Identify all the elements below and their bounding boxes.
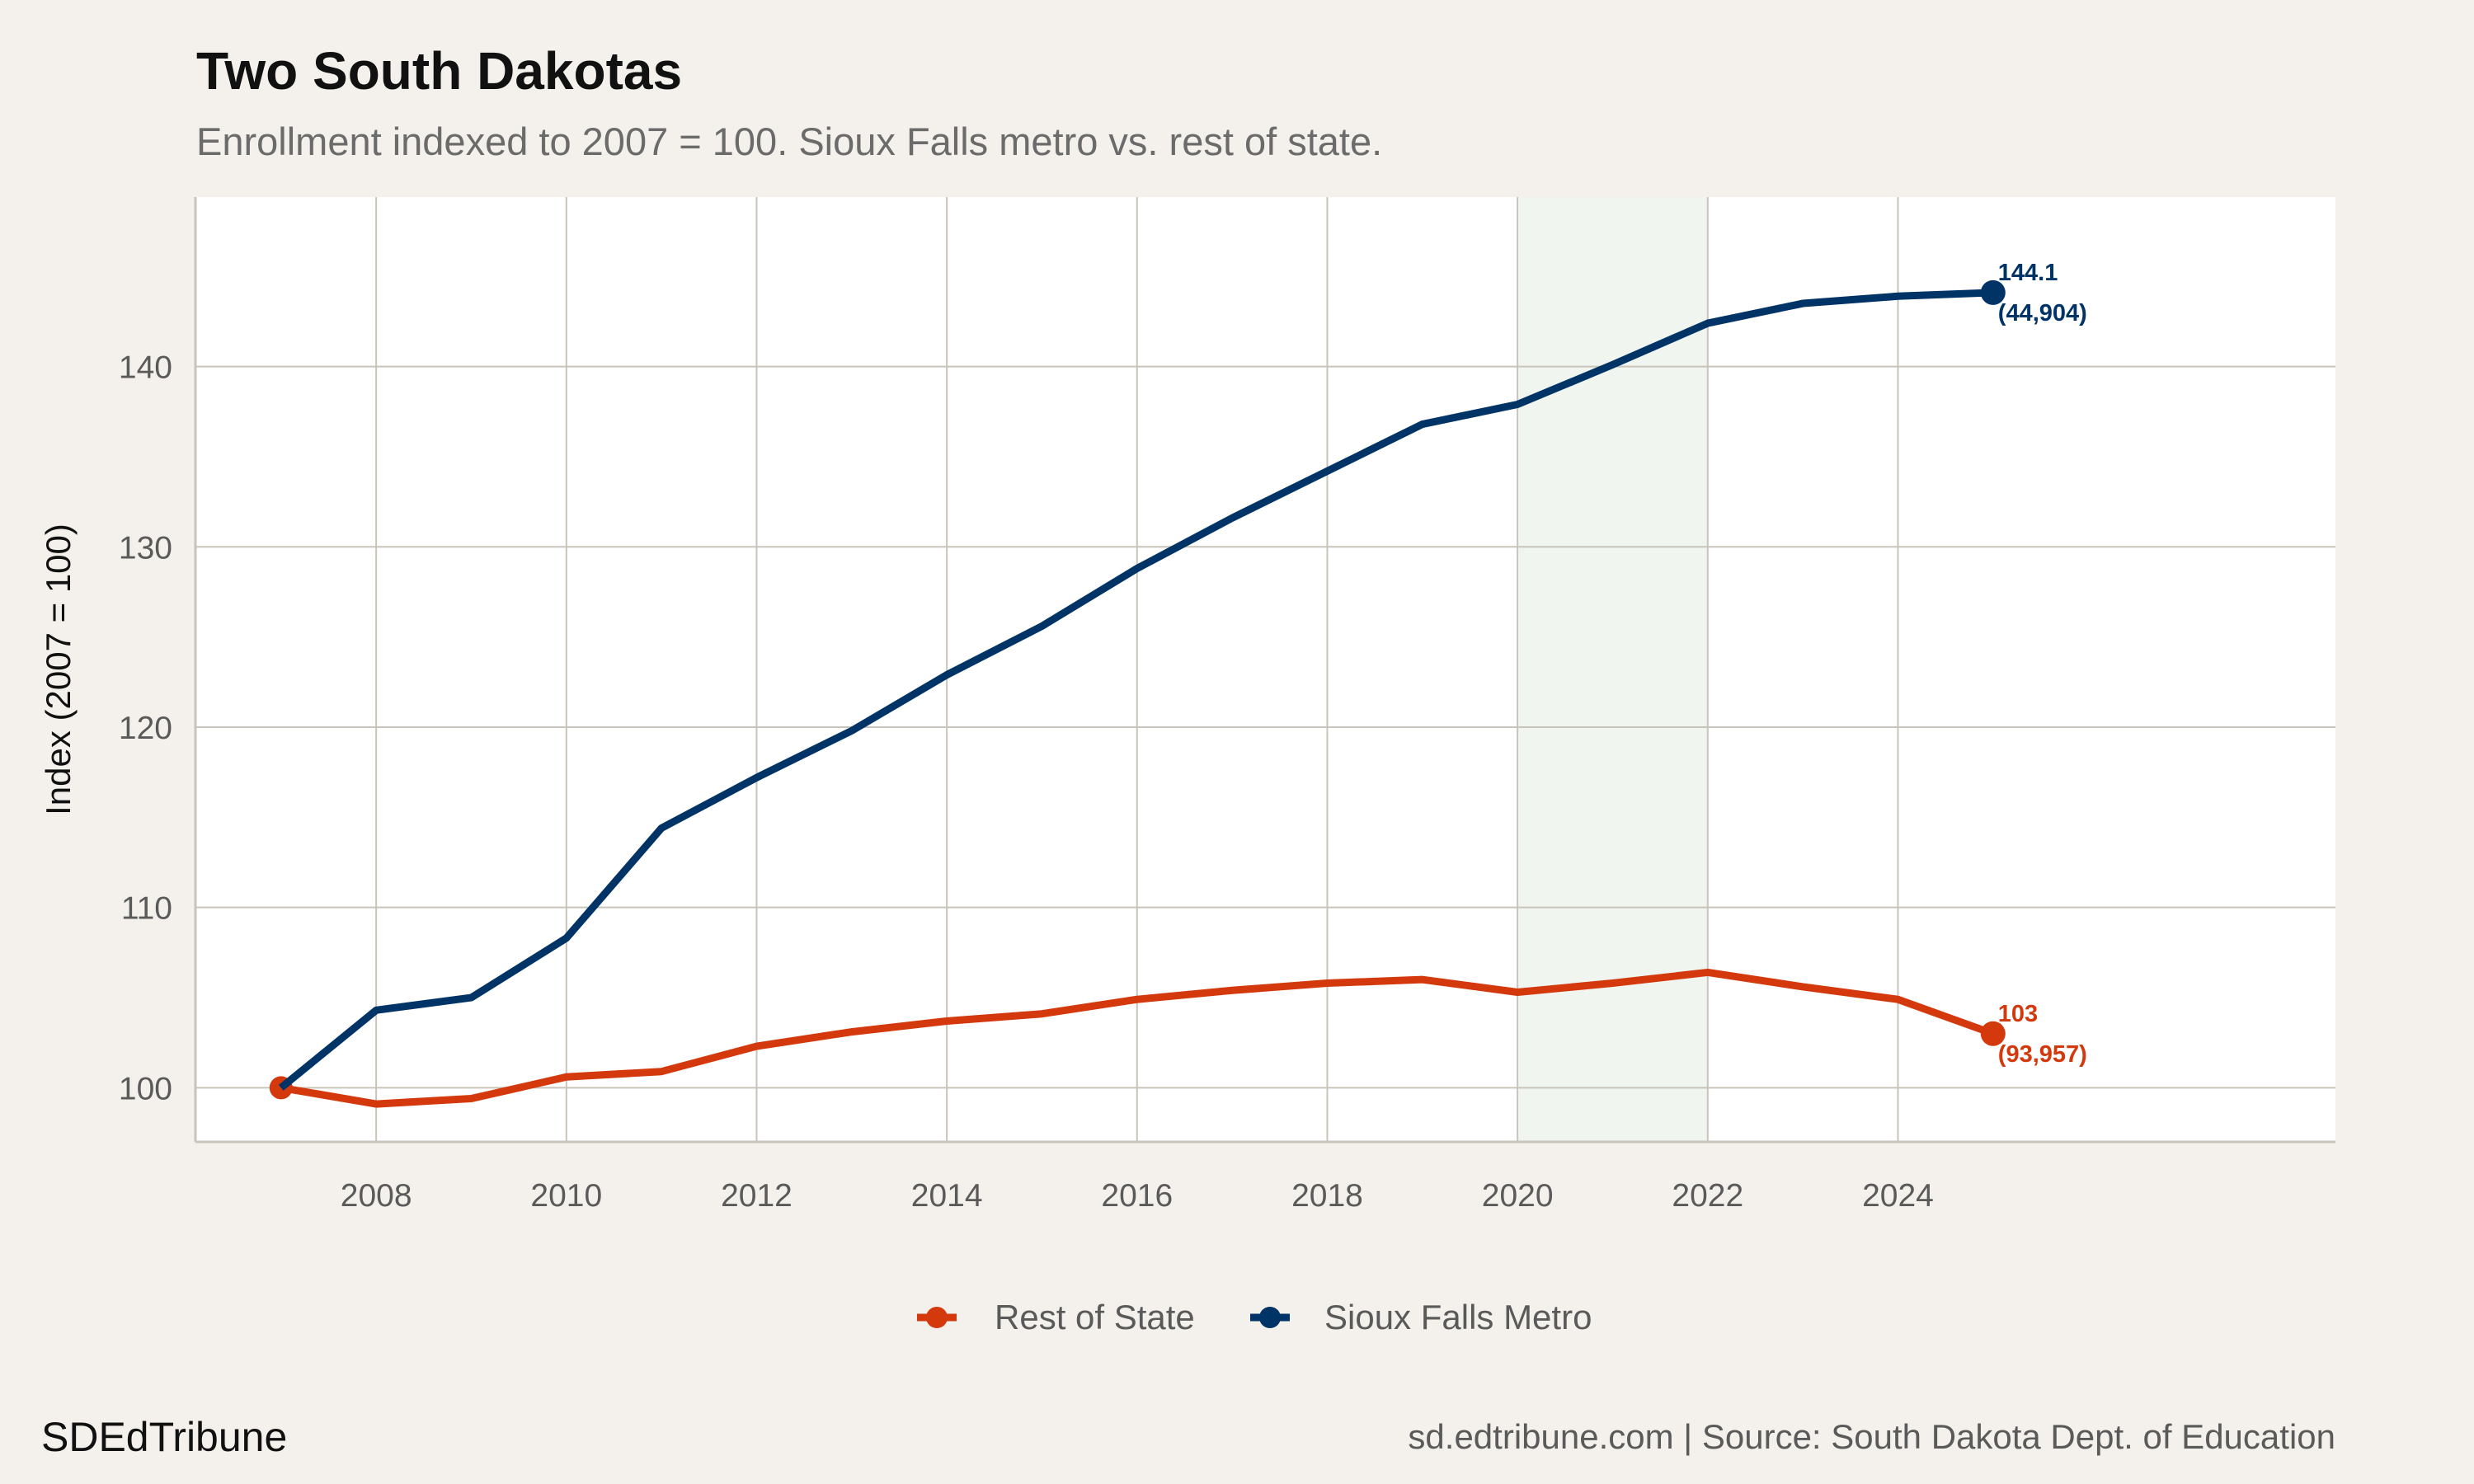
y-tick-label: 140 [119,350,172,386]
x-tick-label: 2008 [341,1178,412,1214]
x-tick-label: 2018 [1291,1178,1363,1214]
x-tick-label: 2020 [1482,1178,1554,1214]
series-lines: 103 (93,957) 144.1 (44,904) [269,260,2087,1108]
legend-marker-rest-of-state [926,1307,948,1328]
legend-label-rest-of-state: Rest of State [995,1298,1195,1336]
x-tick-label: 2012 [721,1178,793,1214]
source-label: sd.edtribune.com | Source: South Dakota … [1408,1417,2335,1456]
y-tick-label: 110 [121,891,172,927]
x-tick-label: 2010 [530,1178,602,1214]
grid [194,197,2335,1144]
series-line-rest-of-state [280,968,1995,1108]
legend-label-sioux-falls-metro: Sioux Falls Metro [1324,1298,1592,1336]
legend-marker-sioux-falls-metro [1259,1307,1281,1328]
end-sublabel-rest-of-state: (93,957) [1998,1041,2087,1068]
y-tick-label: 130 [119,530,172,566]
y-axis-label: Index (2007 = 100) [39,524,78,815]
x-tick-label: 2024 [1862,1178,1934,1214]
chart-subtitle: Enrollment indexed to 2007 = 100. Sioux … [196,120,1382,163]
end-label-rest-of-state: 103 [1998,1001,2038,1027]
chart-title: Two South Dakotas [196,41,682,101]
brand-label: SDEdTribune [41,1414,287,1460]
x-tick-label: 2022 [1672,1178,1743,1214]
end-point-sioux-falls-metro [1980,279,2006,305]
legend: Rest of State Sioux Falls Metro [917,1298,1592,1336]
x-tick-label: 2014 [911,1178,983,1214]
y-tick-label: 100 [119,1071,172,1106]
x-tick-label: 2016 [1101,1178,1173,1214]
tick-labels: 2008 2010 2012 2014 2016 2018 2020 2022 2024 100 1… [119,350,1934,1214]
end-label-sioux-falls-metro: 144.1 [1998,260,2058,286]
series-line-sioux-falls-metro [278,289,1993,1091]
y-tick-label: 120 [119,711,172,746]
end-sublabel-sioux-falls-metro: (44,904) [1998,300,2087,326]
end-point-rest-of-state [1980,1021,2006,1046]
